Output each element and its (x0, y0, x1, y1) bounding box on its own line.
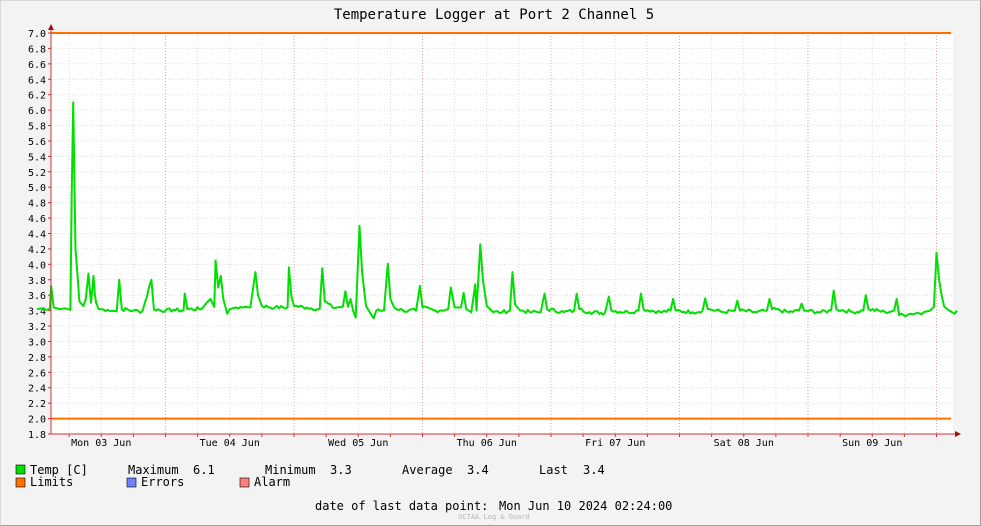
legend-avg-label: Average (402, 463, 453, 477)
y-tick-label: 4.6 (28, 214, 46, 225)
y-tick-label: 5.0 (28, 183, 46, 194)
y-tick-label: 5.6 (28, 137, 46, 148)
y-tick-label: 2.4 (28, 384, 46, 395)
series-group (36, 101, 958, 320)
y-axis-arrow (48, 24, 54, 30)
watermark: OCTAA Log & Guard (458, 513, 530, 521)
y-tick-label: 6.0 (28, 106, 46, 117)
x-tick-label: Wed 05 Jun (328, 438, 388, 449)
y-tick-label: 7.0 (28, 29, 46, 40)
y-tick-label: 2.0 (28, 415, 46, 426)
grid (51, 32, 953, 435)
y-tick-label: 4.0 (28, 260, 46, 271)
y-tick-label: 3.2 (28, 322, 46, 333)
y-tick-label: 5.4 (28, 152, 46, 163)
y-axis-ticks: 1.8 2.0 2.2 2.4 2.6 2.8 3.0 3.2 3.4 3.6 3.8 4.0 4.2 4… (28, 29, 51, 441)
x-tick-label: Tue 04 Jun (200, 438, 260, 449)
legend-max-value: 6.1 (193, 463, 215, 477)
legend-max-label: Maximum (128, 463, 179, 477)
axes (48, 24, 961, 437)
y-tick-label: 5.2 (28, 168, 46, 179)
legend-min-label: Minimum (265, 463, 316, 477)
y-tick-label: 2.6 (28, 368, 46, 379)
legend-avg-value: 3.4 (467, 463, 489, 477)
x-axis-arrow (955, 431, 961, 437)
legend-errors-label: Errors (141, 475, 184, 489)
last-point-value: Mon Jun 10 2024 02:24:00 (499, 499, 672, 513)
x-tick-label: Thu 06 Jun (457, 438, 517, 449)
y-tick-label: 4.8 (28, 199, 46, 210)
y-tick-label: 6.6 (28, 60, 46, 71)
legend-last-value: 3.4 (583, 463, 605, 477)
y-tick-label: 3.0 (28, 337, 46, 348)
legend-last-label: Last (539, 463, 568, 477)
y-tick-label: 2.2 (28, 399, 46, 410)
legend-limits-swatch (15, 477, 26, 488)
y-tick-label: 3.8 (28, 276, 46, 287)
legend-limits-label: Limits (30, 475, 73, 489)
y-tick-label: 4.2 (28, 245, 46, 256)
y-tick-label: 1.8 (28, 430, 46, 441)
x-axis-ticks: Mon 03 Jun Tue 04 Jun Wed 05 Jun Thu 06 Jun… (68, 434, 937, 449)
last-point-label: date of last data point: (315, 499, 488, 513)
series-line-temp (36, 101, 958, 320)
y-tick-label: 6.8 (28, 44, 46, 55)
y-tick-label: 6.4 (28, 75, 46, 86)
limit-lines (51, 32, 951, 420)
legend-errors-swatch (126, 477, 137, 488)
y-tick-label: 3.6 (28, 291, 46, 302)
y-tick-label: 2.8 (28, 353, 46, 364)
legend-temp-label: Temp [C] (30, 463, 88, 477)
y-tick-label: 6.2 (28, 91, 46, 102)
y-tick-label: 3.4 (28, 307, 46, 318)
y-tick-label: 5.8 (28, 122, 46, 133)
x-tick-label: Sun 09 Jun (842, 438, 902, 449)
chart-title: Temperature Logger at Port 2 Channel 5 (334, 7, 654, 23)
x-tick-label: Sat 08 Jun (714, 438, 774, 449)
legend-min-value: 3.3 (330, 463, 352, 477)
x-tick-label: Mon 03 Jun (71, 438, 131, 449)
legend-alarm-label: Alarm (254, 475, 290, 489)
x-tick-label: Fri 07 Jun (585, 438, 645, 449)
legend-alarm-swatch (239, 477, 250, 488)
legend-temp-swatch (15, 464, 26, 475)
y-tick-label: 4.4 (28, 230, 46, 241)
